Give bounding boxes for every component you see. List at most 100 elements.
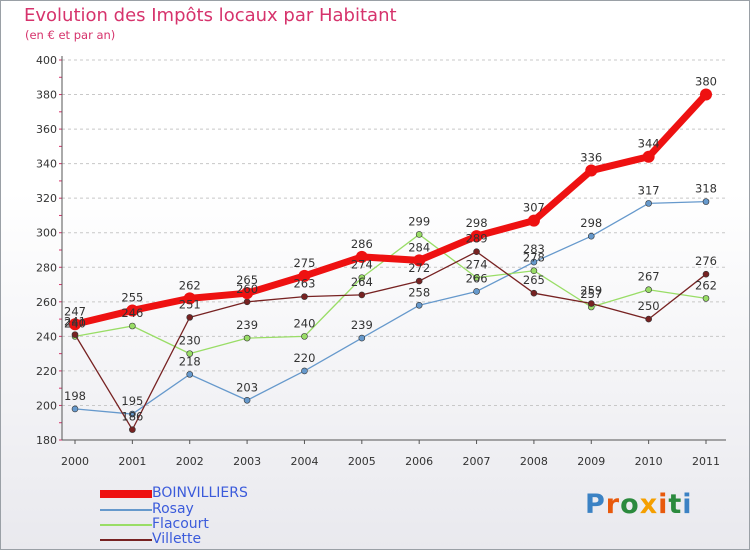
data-point [527, 214, 540, 227]
y-tick-label: 340 [36, 158, 57, 171]
x-tick-label: 2002 [176, 455, 204, 468]
x-tick-label: 2011 [692, 455, 720, 468]
data-point [69, 318, 81, 331]
data-point [241, 287, 254, 300]
data-label: 250 [638, 299, 660, 313]
data-point [587, 232, 595, 240]
chart-subtitle: (en € et par an) [25, 28, 116, 42]
data-label: 298 [466, 216, 488, 230]
x-tick-label: 2010 [635, 455, 663, 468]
data-label: 284 [408, 240, 430, 254]
data-label: 265 [236, 273, 258, 287]
y-tick-label: 200 [36, 399, 57, 412]
y-tick-label: 360 [36, 123, 57, 136]
data-point [473, 248, 480, 256]
axis-layer: 180 200 220 240 260 280 300 320 340 360 380 400 2000… [36, 54, 726, 468]
data-label: 318 [695, 182, 717, 196]
data-label: 289 [466, 232, 488, 246]
data-label: 241 [64, 315, 86, 329]
logo-letter: t [668, 489, 683, 520]
legend-swatch [100, 524, 152, 526]
data-point [243, 298, 251, 306]
data-label: 251 [179, 297, 201, 311]
x-tick-label: 2007 [463, 455, 491, 468]
data-label: 307 [523, 201, 545, 215]
data-label: 265 [523, 273, 545, 287]
data-point [415, 231, 423, 238]
data-point [473, 288, 480, 295]
data-label: 272 [408, 261, 430, 275]
data-point [645, 200, 652, 207]
data-label: 278 [523, 251, 545, 265]
y-tick-label: 380 [36, 89, 57, 102]
logo-letter: o [620, 489, 640, 520]
data-label: 267 [638, 270, 660, 284]
data-point [530, 258, 538, 266]
series-line-boinvilliers [71, 91, 710, 328]
data-point [243, 334, 251, 342]
data-label: 240 [293, 316, 315, 330]
data-point [301, 333, 308, 340]
data-label: 220 [293, 351, 315, 365]
y-tick-label: 320 [36, 192, 57, 205]
data-label: 266 [466, 271, 488, 285]
series-line-rosay [74, 200, 707, 415]
legend-label: Flacourt [152, 516, 209, 532]
data-label: 258 [408, 285, 430, 299]
series-line-villette [74, 251, 707, 431]
data-label: 380 [695, 75, 717, 89]
logo-letter: r [605, 489, 621, 520]
data-label: 274 [351, 258, 373, 272]
data-label: 317 [638, 183, 660, 197]
data-point [530, 289, 538, 297]
data-label: 260 [236, 282, 258, 296]
x-tick-label: 2005 [348, 455, 376, 468]
data-point [126, 304, 139, 317]
data-label: 259 [580, 284, 602, 298]
data-point [358, 291, 366, 299]
y-tick-label: 300 [36, 227, 57, 240]
y-tick-label: 180 [36, 434, 57, 447]
data-point [702, 198, 710, 205]
data-label: 239 [236, 318, 258, 332]
data-point [473, 274, 480, 281]
logo-letter: x [639, 489, 659, 520]
data-label: 203 [236, 380, 258, 394]
data-label: 262 [695, 278, 717, 292]
legend-swatch [100, 539, 152, 541]
data-label: 240 [64, 316, 86, 330]
data-point [358, 274, 366, 281]
series-layer [69, 88, 712, 433]
x-tick-label: 2008 [520, 455, 548, 468]
data-label: 274 [466, 258, 488, 272]
logo-letter: P [585, 489, 606, 520]
data-label: 198 [64, 389, 86, 403]
data-point [186, 350, 194, 357]
x-tick-label: 2000 [61, 455, 89, 468]
data-label: 257 [580, 287, 602, 301]
data-point [71, 331, 79, 338]
data-point [129, 410, 136, 418]
x-tick-label: 2003 [233, 455, 261, 468]
series-line-flacourt [74, 233, 707, 355]
data-label: 246 [121, 306, 143, 320]
data-point [129, 322, 136, 330]
y-tick-label: 400 [36, 54, 57, 67]
data-label: 276 [695, 254, 717, 268]
legend-swatch [100, 509, 152, 511]
data-point [645, 315, 652, 323]
data-label: 275 [293, 256, 315, 270]
legend-label: Villette [152, 531, 202, 547]
data-label: 283 [523, 242, 545, 256]
data-label: 344 [638, 137, 660, 151]
data-point [415, 277, 423, 285]
legend-swatch [100, 490, 152, 498]
data-label: 186 [121, 410, 143, 424]
proxiti-logo[interactable]: Proxiti [585, 489, 693, 520]
grid-layer [62, 59, 726, 441]
data-point [301, 293, 308, 300]
data-point [186, 371, 194, 378]
data-point [183, 292, 196, 305]
y-tick-label: 220 [36, 365, 57, 378]
